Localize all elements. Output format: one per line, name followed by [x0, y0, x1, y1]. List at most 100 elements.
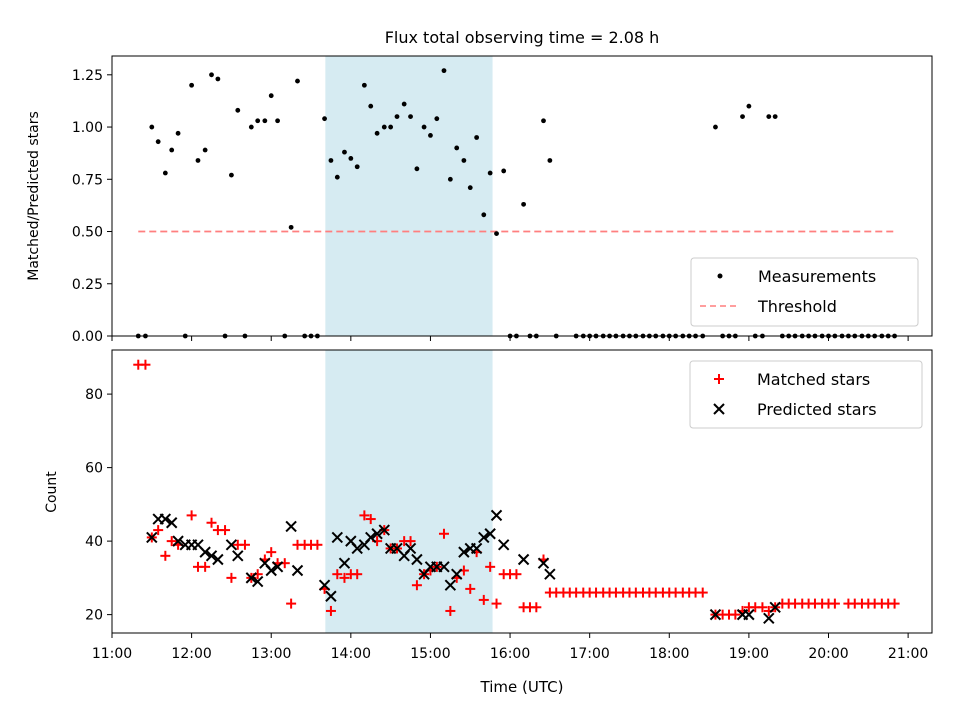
measurement-point — [414, 166, 420, 172]
measurement-point — [288, 224, 294, 230]
measurement-point — [401, 101, 407, 107]
matched-star-point — [438, 528, 449, 539]
predicted-star-point — [517, 553, 530, 566]
measurement-point — [740, 114, 745, 119]
count-x-tick-label: 20:00 — [808, 646, 848, 662]
count-y-axis-label: Count — [44, 471, 60, 513]
predicted-star-point — [404, 542, 417, 555]
count-panel: 11:00 12:00 13:00 14:00 15:00 16:00 17:00 18:00… — [44, 349, 933, 696]
predicted-star-point — [743, 608, 755, 621]
predicted-star-point — [271, 561, 284, 573]
measurement-point — [342, 149, 347, 155]
predicted-star-point — [709, 608, 722, 621]
measurement-point — [348, 155, 354, 161]
measurement-point — [772, 114, 778, 119]
ratio-y-axis-label: Matched/Predicted stars — [26, 111, 42, 281]
count-axes-frame — [111, 349, 933, 634]
predicted-star-point — [291, 564, 304, 577]
measurement-point — [229, 172, 234, 178]
measurement-point — [322, 116, 327, 122]
ratio-y-tick-label: 0.25 — [72, 277, 103, 293]
matched-star-point — [405, 536, 416, 547]
count-x-tick-label: 15:00 — [410, 646, 450, 662]
count-series-group — [133, 359, 900, 625]
matched-star-point — [491, 598, 502, 609]
predicted-star-point — [411, 553, 423, 566]
predicted-star-point — [172, 535, 184, 547]
predicted-star-point — [146, 531, 158, 544]
measurement-point — [481, 212, 487, 218]
count-y-tick-label: 60 — [85, 461, 103, 477]
matched-star-point — [465, 583, 476, 594]
measurement-point — [361, 82, 367, 88]
count-x-tick-label: 18:00 — [649, 646, 689, 662]
ratio-y-tick-label: 0.00 — [72, 329, 103, 345]
count-x-ticks: 11:00 12:00 13:00 14:00 15:00 16:00 17:00 18:00… — [92, 633, 928, 662]
measurement-point — [295, 78, 300, 84]
predicted-star-point — [470, 542, 483, 555]
matched-star-point — [160, 550, 171, 561]
measurement-point — [175, 130, 181, 136]
measurement-point — [746, 103, 752, 109]
predicted-star-point — [351, 542, 363, 555]
ratio-panel: 0.00 0.25 0.50 0.75 1.00 1.25 Flux total obse… — [26, 28, 933, 345]
matched-star-point — [478, 594, 489, 605]
matched-star-point — [829, 598, 840, 609]
matched-star-point — [411, 580, 422, 591]
matched-star-point — [730, 609, 741, 620]
matched-star-point — [697, 587, 708, 598]
matched-star-point — [339, 572, 350, 583]
matched-star-point — [511, 569, 522, 580]
predicted-star-point — [318, 579, 331, 591]
predicted-star-point — [212, 553, 224, 566]
matched-star-point — [325, 605, 336, 616]
measurement-point — [255, 118, 261, 124]
measurement-point — [368, 103, 374, 109]
measurement-point — [434, 116, 440, 122]
predicted-star-point — [365, 531, 377, 544]
predicted-star-point — [478, 531, 490, 544]
count-x-tick-label: 13:00 — [251, 646, 291, 662]
ratio-legend: Measurements Threshold — [690, 257, 919, 327]
predicted-star-point — [199, 546, 211, 558]
measurement-point — [713, 124, 718, 130]
ratio-x-ticks — [111, 336, 909, 341]
measurement-point — [461, 158, 467, 163]
ratio-y-tick-label: 0.50 — [72, 225, 103, 241]
predicted-star-point — [444, 579, 457, 591]
measurement-point — [202, 147, 208, 153]
predicted-star-point — [769, 601, 781, 613]
matched-star-point — [153, 525, 164, 536]
legend-measurements-marker — [717, 273, 723, 279]
measurement-point — [209, 72, 214, 78]
matched-star-point — [312, 539, 323, 550]
matched-star-point — [166, 536, 177, 547]
matched-star-point — [226, 572, 237, 583]
x-axis-label: Time (UTC) — [480, 678, 564, 696]
matched-star-point — [757, 602, 768, 613]
count-x-tick-label: 21:00 — [888, 646, 928, 662]
measurement-point — [494, 231, 499, 237]
count-x-tick-label: 11:00 — [92, 646, 132, 662]
measurement-point — [354, 164, 360, 170]
predicted-star-point — [285, 520, 297, 533]
measurement-point — [155, 139, 161, 145]
matched-star-point — [332, 569, 343, 580]
chart-title: Flux total observing time = 2.08 h — [385, 28, 660, 47]
count-y-tick-label: 40 — [85, 534, 103, 550]
matched-star-point — [200, 561, 211, 572]
measurement-point — [189, 82, 195, 88]
count-y-tick-label: 20 — [85, 608, 103, 624]
measurement-point — [275, 118, 280, 124]
matched-star-point — [531, 602, 542, 613]
count-x-tick-label: 14:00 — [331, 646, 371, 662]
matched-star-point — [359, 510, 370, 521]
matched-star-point — [352, 569, 363, 580]
matched-star-point — [286, 598, 297, 609]
predicted-star-point — [331, 531, 344, 544]
observing-window-span-lower — [325, 350, 493, 633]
observing-window-span — [325, 56, 493, 336]
predicted-star-point — [205, 550, 218, 562]
count-x-tick-label: 17:00 — [569, 646, 609, 662]
measurement-point — [428, 133, 433, 138]
